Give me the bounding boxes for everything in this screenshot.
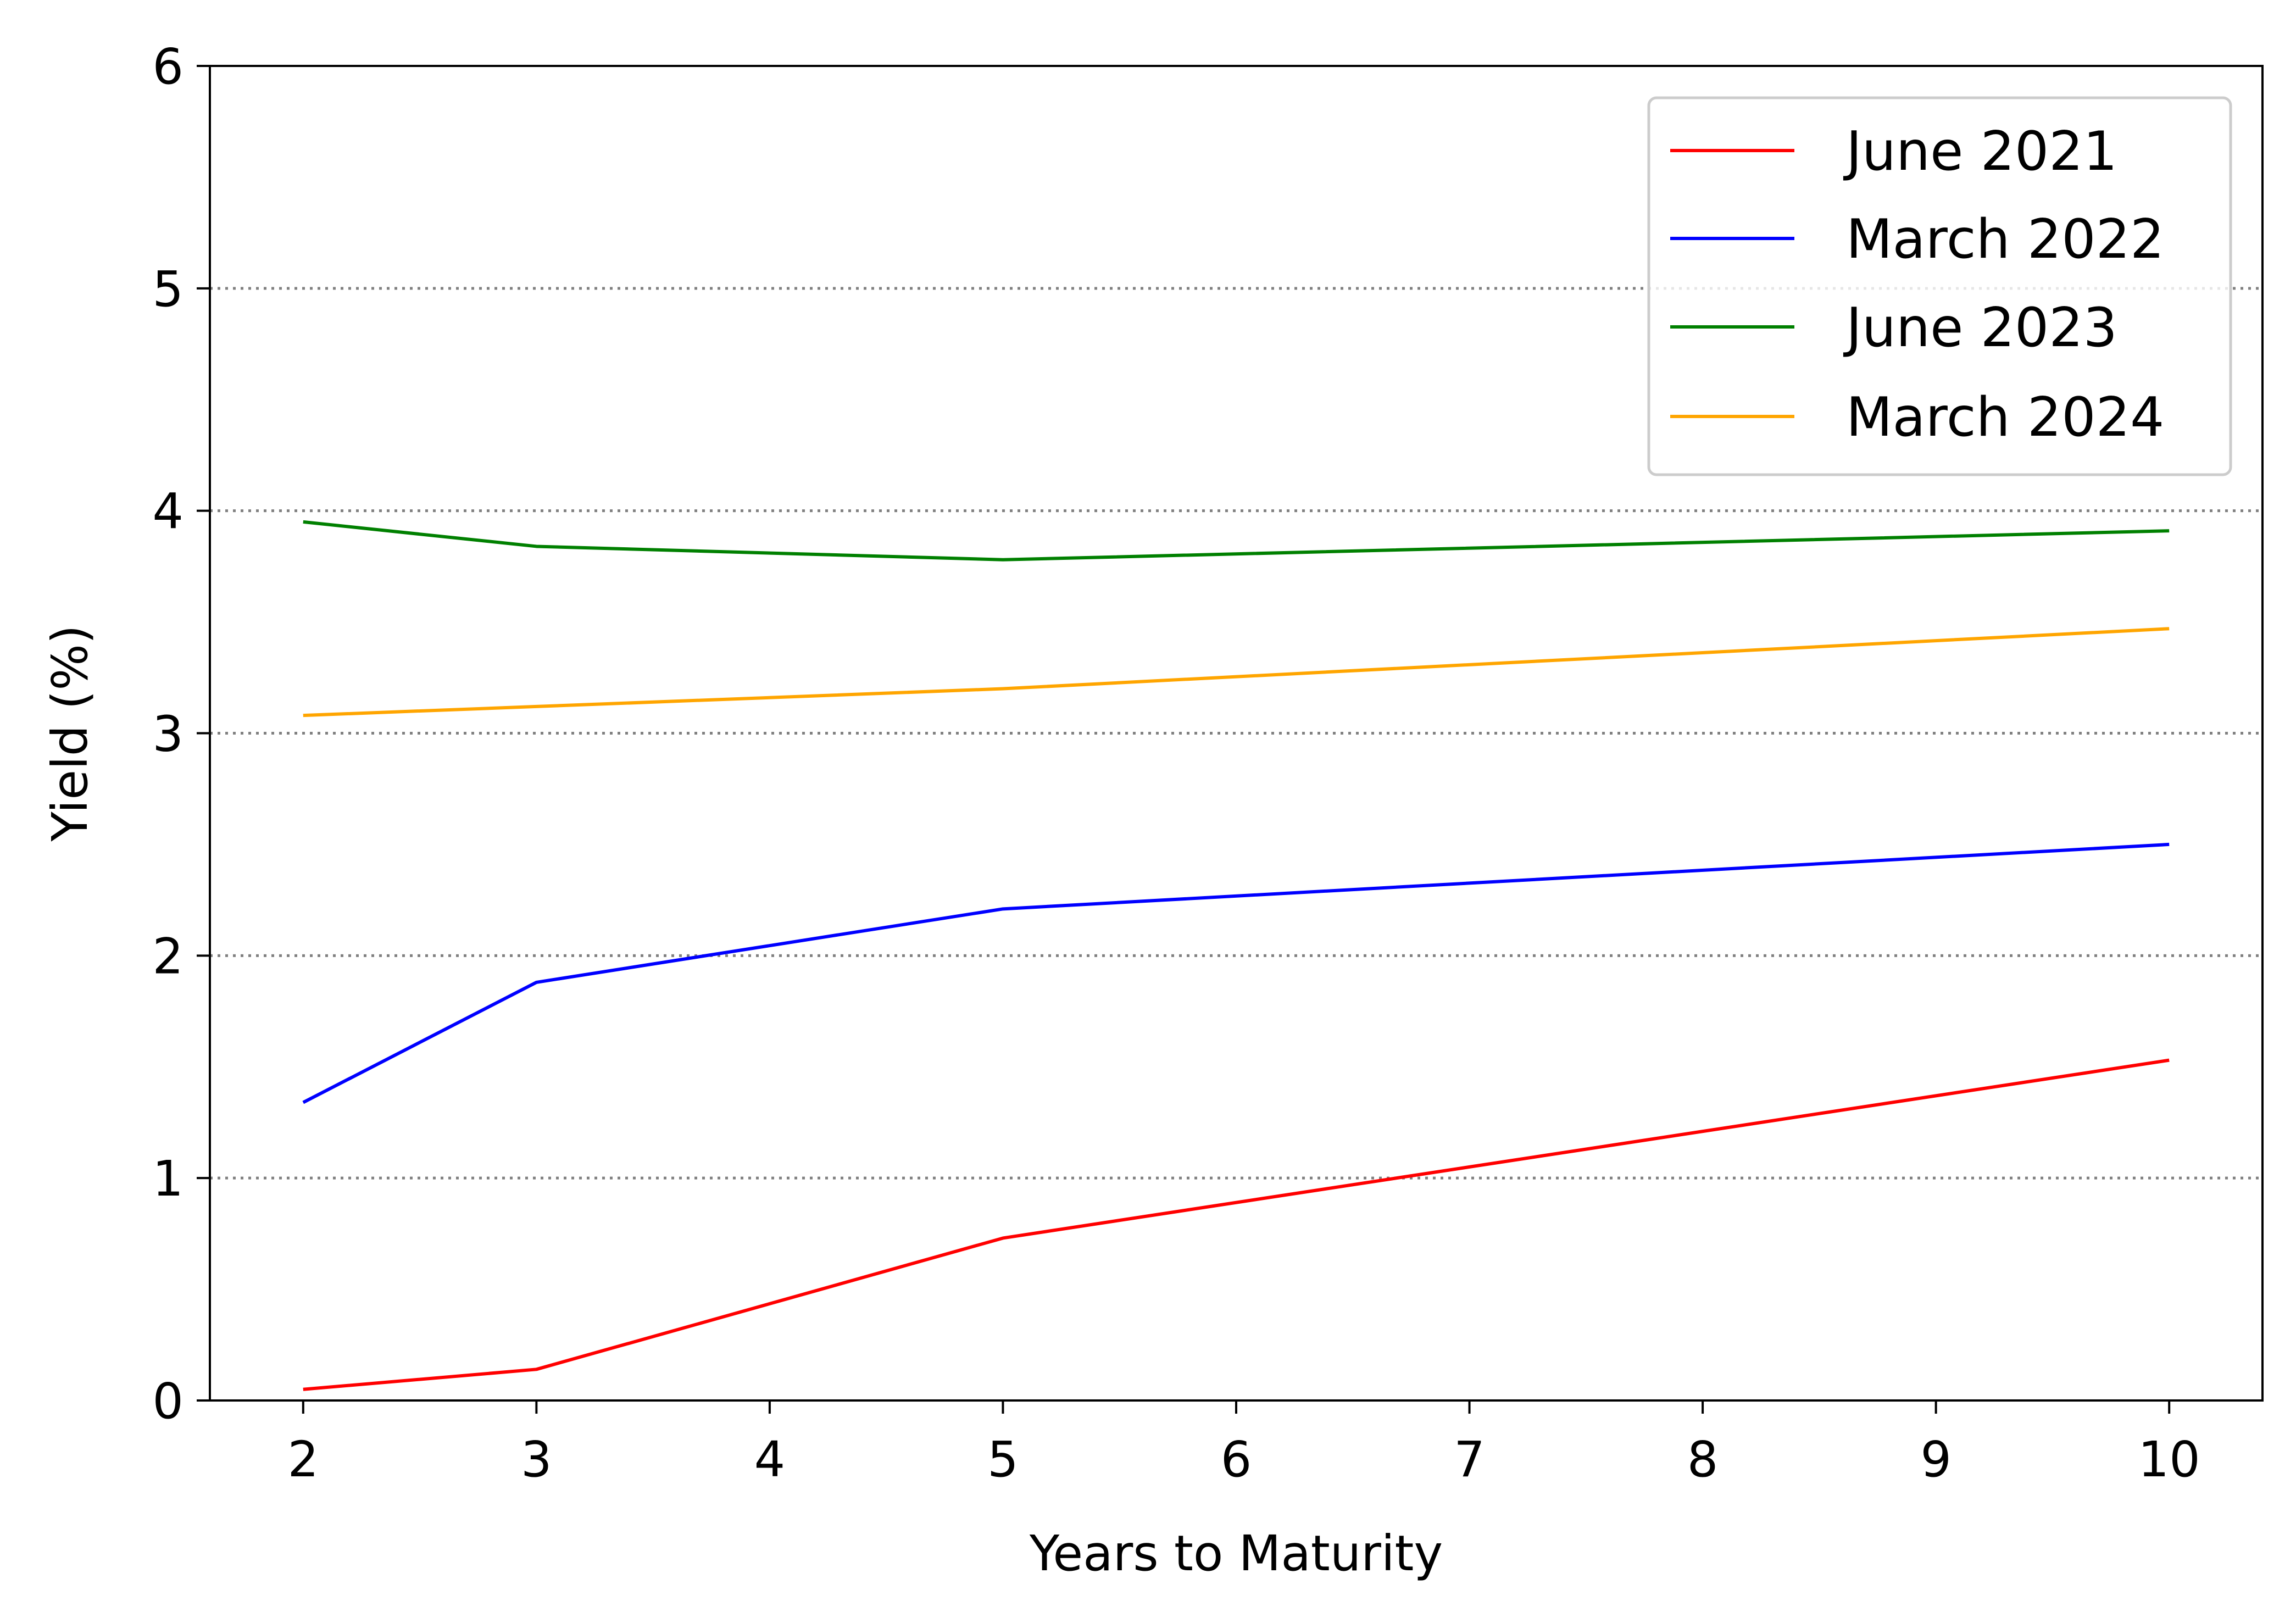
y-tick-label: 0 bbox=[152, 1372, 184, 1430]
x-tick-label: 3 bbox=[521, 1431, 552, 1488]
x-tick-label: 10 bbox=[2138, 1431, 2200, 1488]
legend-label-3: June 2023 bbox=[1843, 297, 2117, 359]
legend: June 2021 March 2022 June 2023 March 2024 bbox=[1647, 96, 2232, 476]
series-line-2 bbox=[302, 842, 2170, 1104]
y-tick-label: 6 bbox=[152, 38, 184, 95]
legend-label-1: June 2021 bbox=[1843, 120, 2117, 183]
y-tick-label: 4 bbox=[152, 483, 184, 540]
series-lines bbox=[302, 520, 2170, 1391]
legend-label-4: March 2024 bbox=[1846, 386, 2164, 449]
x-tick-label: 5 bbox=[987, 1431, 1019, 1488]
x-tick-label: 7 bbox=[1454, 1431, 1485, 1488]
x-axis-label: Years to Maturity bbox=[1029, 1525, 1443, 1582]
y-tick-label: 3 bbox=[152, 705, 184, 763]
y-tick-label: 2 bbox=[152, 927, 184, 985]
y-tick-label: 5 bbox=[152, 260, 184, 318]
legend-box bbox=[1647, 96, 2232, 476]
series-line-4 bbox=[303, 627, 2170, 718]
axis-ticks: 2 3 4 5 6 7 8 9 10 0 1 2 3 4 5 6 bbox=[152, 38, 2200, 1488]
x-tick-label: 8 bbox=[1687, 1431, 1719, 1488]
y-axis-label: Yield (%) bbox=[41, 625, 98, 842]
x-tick-label: 9 bbox=[1920, 1431, 1952, 1488]
series-line-1 bbox=[303, 1058, 2170, 1391]
x-tick-label: 6 bbox=[1221, 1431, 1252, 1488]
x-tick-label: 2 bbox=[288, 1431, 319, 1488]
series-line-3 bbox=[303, 520, 2170, 562]
legend-label-2: March 2022 bbox=[1846, 208, 2164, 271]
x-tick-label: 4 bbox=[754, 1431, 786, 1488]
y-tick-label: 1 bbox=[152, 1150, 184, 1207]
